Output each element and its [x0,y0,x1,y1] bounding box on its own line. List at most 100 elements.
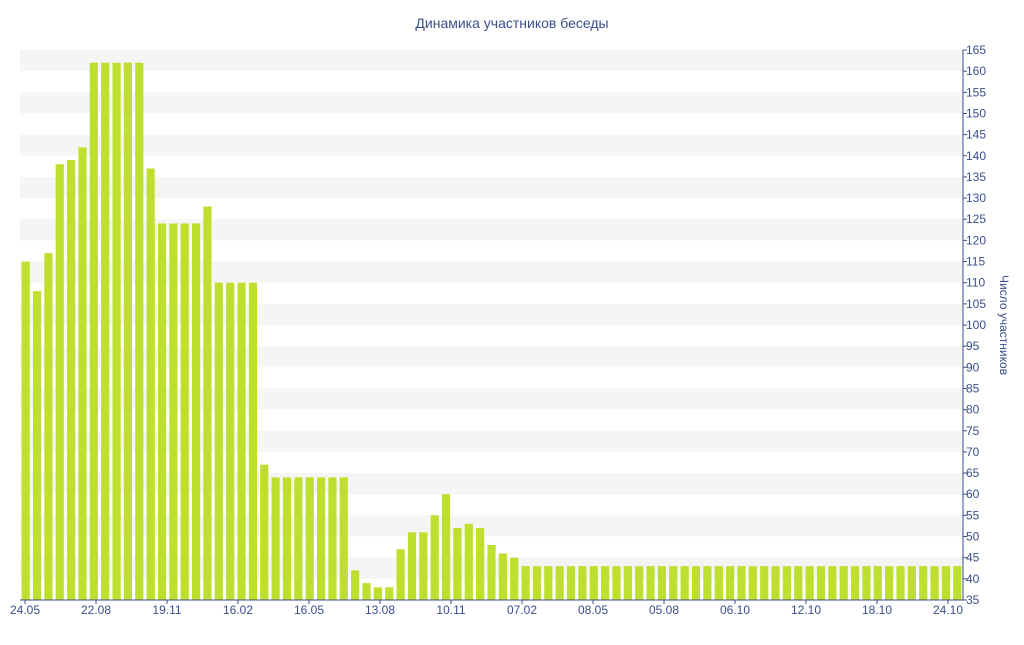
bar[interactable] [737,566,746,600]
bar[interactable] [464,523,473,600]
bar[interactable] [726,566,735,600]
bar[interactable] [282,477,292,600]
bar[interactable] [305,477,314,600]
bar[interactable] [78,147,87,600]
x-tick-label: 24.10 [933,603,963,617]
bar[interactable] [885,566,894,600]
bar[interactable] [271,477,280,600]
bar[interactable] [351,570,360,600]
bar[interactable] [385,587,394,600]
bar[interactable] [805,566,814,600]
bar[interactable] [430,515,439,600]
bar[interactable] [328,477,337,600]
bar[interactable] [748,566,757,600]
bar[interactable] [760,566,769,600]
bar[interactable] [544,566,553,600]
bar[interactable] [623,566,632,600]
x-tick-label: 10.11 [436,603,465,617]
x-tick-label: 08.05 [578,603,608,617]
bar[interactable] [816,566,826,600]
bar[interactable] [487,545,496,600]
bar[interactable] [214,282,223,600]
bar[interactable] [44,253,53,600]
bar[interactable] [192,223,201,600]
bar[interactable] [930,566,939,600]
bar[interactable] [771,566,780,600]
bar[interactable] [714,566,723,600]
bar[interactable] [146,168,155,600]
y-tick-label: 120 [966,233,986,247]
bar[interactable] [669,566,678,600]
bar[interactable] [226,282,235,600]
bar[interactable] [646,566,655,600]
y-tick-label: 55 [966,508,980,522]
bar[interactable] [566,566,576,600]
bar[interactable] [67,160,76,600]
bar[interactable] [589,566,598,600]
bar[interactable] [862,566,871,600]
bar[interactable] [612,566,621,600]
bar[interactable] [89,62,98,600]
bar[interactable] [135,62,144,600]
y-tick-label: 70 [966,445,980,459]
bar[interactable] [169,223,178,600]
bar[interactable] [373,587,382,600]
grid-band [20,92,963,114]
bar[interactable] [703,566,712,600]
grid-band [20,261,963,283]
bar[interactable] [248,282,257,600]
y-tick-label: 135 [966,170,986,184]
bar[interactable] [419,532,428,600]
bar[interactable] [953,566,962,600]
bar[interactable] [476,528,485,600]
bar[interactable] [782,566,791,600]
bar[interactable] [237,282,246,600]
bar[interactable] [180,223,189,600]
bar[interactable] [339,477,348,600]
bar[interactable] [794,566,803,600]
bar[interactable] [407,532,417,600]
bar[interactable] [941,566,951,600]
bar[interactable] [453,528,462,600]
bar[interactable] [112,62,121,600]
bar[interactable] [532,566,542,600]
chart-title: Динамика участников беседы [415,15,608,31]
bar[interactable] [32,291,42,600]
bar[interactable] [316,477,326,600]
bar[interactable] [680,566,689,600]
bar[interactable] [203,206,212,601]
y-tick-label: 160 [966,64,986,78]
bar[interactable] [896,566,905,600]
bar[interactable] [555,566,564,600]
bar[interactable] [55,164,64,601]
bar[interactable] [21,261,30,600]
bar[interactable] [294,477,303,600]
bar[interactable] [691,566,701,600]
bar[interactable] [101,62,110,600]
bar[interactable] [828,566,837,600]
bar[interactable] [157,223,167,600]
bar[interactable] [510,557,519,600]
bar[interactable] [498,553,507,600]
y-tick-label: 110 [966,276,985,290]
y-tick-label: 140 [966,149,986,163]
bar[interactable] [441,494,451,600]
bar[interactable] [919,566,928,600]
bar[interactable] [601,566,610,600]
bar[interactable] [657,566,667,600]
bar[interactable] [396,549,405,600]
bar[interactable] [521,566,530,600]
bar[interactable] [362,583,371,600]
bar[interactable] [873,566,882,600]
bar[interactable] [907,566,916,600]
y-tick-label: 90 [966,360,980,374]
bar[interactable] [839,566,848,600]
bar[interactable] [260,464,269,600]
bar[interactable] [635,566,644,600]
bar[interactable] [123,62,133,600]
bar[interactable] [850,566,860,600]
x-axis: 24.05 22.08 19.11 16.02 16.05 13.08 10.11 07.02… [10,599,963,617]
y-tick-label: 145 [966,128,986,142]
bar[interactable] [578,566,587,600]
